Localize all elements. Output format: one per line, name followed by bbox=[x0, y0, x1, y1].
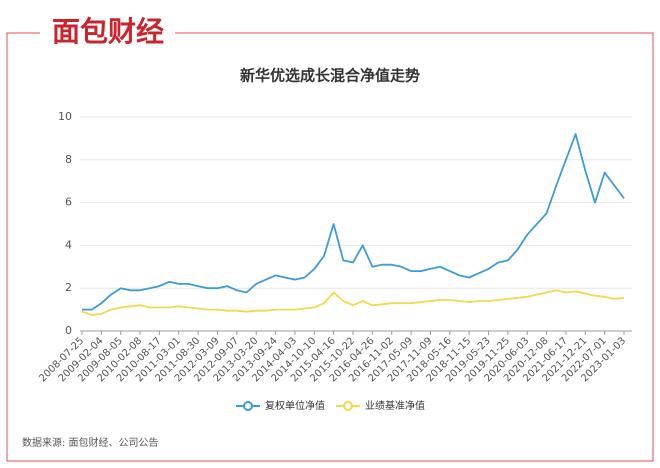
y-tick-label: 2 bbox=[65, 281, 72, 294]
logo: 面包财经 bbox=[52, 15, 164, 48]
legend-marker bbox=[343, 401, 353, 411]
legend-label: 业绩基准净值 bbox=[365, 399, 425, 412]
y-tick-label: 6 bbox=[65, 196, 72, 209]
y-tick-label: 8 bbox=[65, 153, 72, 166]
legend-label: 复权单位净值 bbox=[265, 399, 325, 412]
logo-bg bbox=[40, 14, 175, 48]
series-line bbox=[82, 133, 625, 311]
y-tick-label: 0 bbox=[65, 324, 72, 337]
chart-title: 新华优选成长混合净值走势 bbox=[240, 67, 420, 85]
legend-marker bbox=[243, 401, 253, 411]
series-line bbox=[81, 289, 625, 316]
y-tick-label: 10 bbox=[58, 110, 72, 123]
frame bbox=[6, 32, 654, 462]
source: 数据来源: 面包财经、公司公告 bbox=[22, 436, 159, 449]
y-tick-label: 4 bbox=[65, 238, 72, 251]
